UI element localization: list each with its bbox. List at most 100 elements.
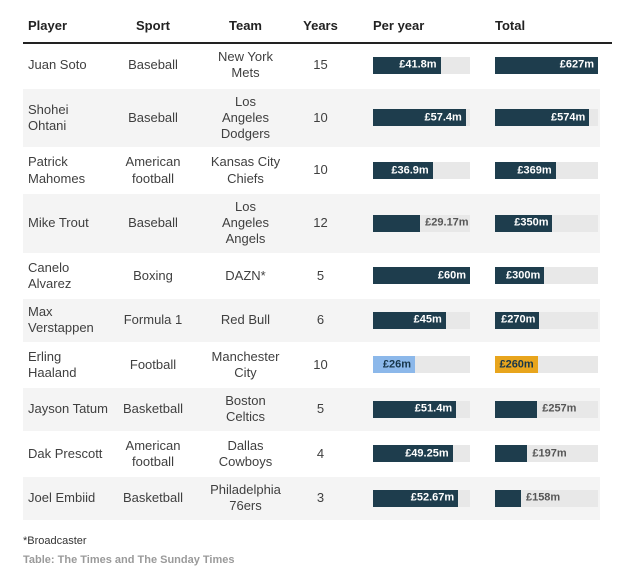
player-cell: Max Verstappen — [28, 304, 94, 336]
years-cell: 3 — [316, 490, 325, 506]
total-bar-label: £158m — [525, 491, 561, 504]
per-year-bar-fill — [373, 311, 446, 329]
total-bar-label: £627m — [559, 58, 594, 71]
per-year-bar-label: £41.8m — [399, 58, 437, 71]
per-year-bar-label: £36.9m — [391, 164, 429, 176]
total-bar-fill — [495, 356, 538, 374]
table-row: Shohei Ohtani Baseball Los Angeles Dodge… — [23, 88, 600, 150]
table-row: Patrick Mahomes American football Kansas… — [23, 149, 600, 194]
table-row: Juan Soto Baseball New York Mets 15 £41.… — [23, 44, 600, 89]
total-bar-fill — [495, 311, 540, 329]
per-year-bar-fill — [373, 162, 433, 179]
per-year-bar: £49.25m — [373, 445, 470, 463]
total-bar: £158m — [495, 489, 598, 507]
years-cell: 10 — [313, 356, 328, 372]
player-cell: Dak Prescott — [28, 445, 103, 461]
team-cell: Los Angeles Angels — [222, 198, 269, 247]
sport-cell: American football — [125, 437, 181, 469]
total-bar-label: £350m — [514, 216, 549, 229]
sport-cell: Formula 1 — [123, 312, 183, 328]
team-cell: Kansas City Chiefs — [210, 154, 281, 186]
total-bar-fill — [495, 214, 553, 232]
total-bar-fill — [495, 162, 556, 179]
team-cell: DAZN* — [225, 267, 266, 283]
years-cell: 6 — [316, 312, 325, 328]
table-row: Dak Prescott American football Dallas Co… — [23, 432, 600, 477]
years-cell: 10 — [313, 162, 328, 178]
player-cell: Erling Haaland — [28, 348, 77, 380]
per-year-bar-label: £52.67m — [410, 491, 455, 504]
per-year-bar-label: £51.4m — [414, 402, 453, 415]
sport-cell: Baseball — [128, 215, 178, 230]
per-year-bar: £45m — [373, 311, 470, 329]
total-bar-label: £300m — [506, 269, 541, 282]
column-header-per-year: Per year — [373, 18, 425, 33]
sport-cell: Baseball — [128, 57, 178, 73]
total-bar: £574m — [495, 109, 598, 127]
total-bar: £260m — [495, 356, 598, 374]
player-cell: Patrick Mahomes — [28, 154, 86, 186]
table-row: Joel Embiid Basketball Philadelphia 76er… — [23, 477, 600, 522]
total-bar-label: £270m — [501, 313, 536, 326]
total-bar: £197m — [495, 445, 598, 463]
per-year-bar-fill — [373, 445, 453, 463]
years-cell: 12 — [313, 215, 328, 230]
header-divider — [23, 42, 612, 44]
contracts-table: Player Sport Team Years Per year Total J… — [23, 18, 612, 566]
total-bar: £300m — [495, 267, 598, 285]
column-header-total: Total — [495, 18, 526, 33]
player-cell: Joel Embiid — [28, 490, 96, 506]
total-bar-label: £197m — [532, 447, 567, 460]
table-row: Jayson Tatum Basketball Boston Celtics 5… — [23, 388, 600, 433]
sport-cell: Basketball — [123, 401, 183, 417]
team-cell: Los Angeles Dodgers — [220, 93, 271, 142]
per-year-bar: £26m — [373, 356, 470, 374]
per-year-bar: £57.4m — [373, 109, 470, 127]
per-year-bar-label: £60m — [437, 269, 466, 282]
column-header-years: Years — [303, 18, 338, 33]
per-year-bar-fill — [373, 356, 416, 374]
per-year-bar-fill — [373, 109, 466, 127]
total-bar: £627m — [495, 56, 598, 74]
total-bar: £270m — [495, 311, 598, 329]
player-cell: Jayson Tatum — [28, 401, 108, 417]
years-cell: 15 — [313, 57, 328, 73]
player-cell: Juan Soto — [28, 57, 87, 73]
sport-cell: Basketball — [123, 490, 183, 506]
source-credit: Table: The Times and The Sunday Times — [23, 553, 235, 566]
years-cell: 5 — [316, 267, 325, 283]
team-cell: Dallas Cowboys — [218, 437, 273, 469]
per-year-bar: £29.17m — [373, 214, 470, 232]
total-bar-fill — [495, 56, 598, 74]
per-year-bar-fill — [373, 56, 441, 74]
total-bar-fill — [495, 267, 545, 285]
total-bar-fill — [495, 445, 528, 463]
column-header-player: Player — [28, 18, 68, 33]
per-year-bar-fill — [373, 400, 457, 418]
sport-cell: Football — [129, 356, 177, 372]
years-cell: 4 — [316, 445, 325, 461]
total-bar: £257m — [495, 400, 598, 418]
table-row: Mike Trout Baseball Los Angeles Angels 1… — [23, 193, 600, 255]
years-cell: 10 — [313, 109, 328, 125]
per-year-bar-label: £49.25m — [405, 447, 449, 460]
total-bar-label: £574m — [551, 111, 586, 124]
per-year-bar: £41.8m — [373, 56, 470, 74]
per-year-bar: £51.4m — [373, 400, 470, 418]
total-bar-label: £369m — [517, 164, 552, 176]
per-year-bar-label: £45m — [413, 313, 442, 326]
footnote: *Broadcaster — [23, 534, 87, 547]
per-year-bar-label: £26m — [382, 358, 412, 371]
table-row: Canelo Alvarez Boxing DAZN* 5 £60m £300m — [23, 254, 600, 299]
team-cell: Manchester City — [211, 348, 280, 380]
sport-cell: Boxing — [133, 267, 173, 283]
total-bar: £350m — [495, 214, 598, 232]
team-cell: Red Bull — [220, 312, 271, 328]
player-cell: Mike Trout — [28, 215, 89, 230]
per-year-bar-label: £57.4m — [424, 111, 462, 124]
team-cell: Philadelphia 76ers — [210, 482, 281, 514]
column-header-sport: Sport — [136, 18, 170, 33]
sport-cell: American football — [125, 154, 181, 186]
total-bar-fill — [495, 489, 521, 507]
player-cell: Canelo Alvarez — [28, 259, 72, 291]
